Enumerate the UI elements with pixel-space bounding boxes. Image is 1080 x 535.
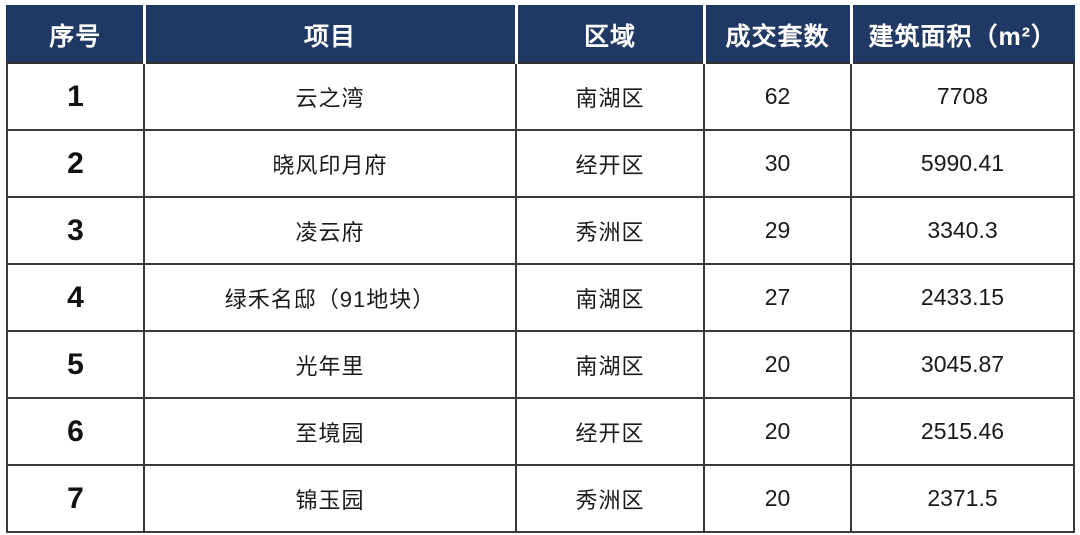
cell-project: 光年里: [143, 330, 517, 399]
cell-area: 3045.87: [850, 330, 1075, 399]
header-cell-district: 区域: [514, 5, 706, 64]
cell-district: 南湖区: [515, 263, 705, 332]
cell-units: 20: [703, 464, 852, 533]
cell-area: 7708: [850, 62, 1075, 131]
cell-area: 3340.3: [850, 196, 1075, 265]
table-row: 1 云之湾 南湖区 62 7708: [6, 62, 1075, 131]
cell-units: 29: [703, 196, 852, 265]
table-row: 2 晓风印月府 经开区 30 5990.41: [6, 129, 1075, 198]
cell-units: 27: [703, 263, 852, 332]
table-row: 4 绿禾名邸（91地块） 南湖区 27 2433.15: [6, 263, 1075, 332]
cell-area: 5990.41: [850, 129, 1075, 198]
cell-units: 20: [703, 330, 852, 399]
header-cell-index: 序号: [6, 5, 146, 64]
table-header: 序号 项目 区域 成交套数 建筑面积（m²）: [6, 5, 1075, 64]
cell-project: 锦玉园: [143, 464, 517, 533]
table-row: 3 凌云府 秀洲区 29 3340.3: [6, 196, 1075, 265]
cell-district: 南湖区: [515, 62, 705, 131]
cell-project: 绿禾名邸（91地块）: [143, 263, 517, 332]
cell-index: 7: [6, 464, 145, 533]
cell-units: 20: [703, 397, 852, 466]
transactions-table: 序号 项目 区域 成交套数 建筑面积（m²） 1 云之湾 南湖区 62 7708…: [6, 5, 1075, 533]
transactions-table-container: 序号 项目 区域 成交套数 建筑面积（m²） 1 云之湾 南湖区 62 7708…: [6, 5, 1075, 533]
header-cell-units: 成交套数: [702, 5, 853, 64]
cell-project: 凌云府: [143, 196, 517, 265]
cell-index: 4: [6, 263, 145, 332]
cell-area: 2515.46: [850, 397, 1075, 466]
cell-district: 秀洲区: [515, 196, 705, 265]
cell-area: 2433.15: [850, 263, 1075, 332]
table-row: 5 光年里 南湖区 20 3045.87: [6, 330, 1075, 399]
table-row: 6 至境园 经开区 20 2515.46: [6, 397, 1075, 466]
cell-district: 秀洲区: [515, 464, 705, 533]
cell-units: 62: [703, 62, 852, 131]
table-body: 1 云之湾 南湖区 62 7708 2 晓风印月府 经开区 30 5990.41…: [6, 62, 1075, 533]
cell-area: 2371.5: [850, 464, 1075, 533]
cell-units: 30: [703, 129, 852, 198]
cell-index: 3: [6, 196, 145, 265]
cell-project: 云之湾: [143, 62, 517, 131]
cell-district: 经开区: [515, 129, 705, 198]
cell-index: 5: [6, 330, 145, 399]
table-row: 7 锦玉园 秀洲区 20 2371.5: [6, 464, 1075, 533]
header-cell-project: 项目: [142, 5, 518, 64]
cell-project: 晓风印月府: [143, 129, 517, 198]
cell-district: 经开区: [515, 397, 705, 466]
header-cell-area: 建筑面积（m²）: [849, 5, 1075, 64]
cell-index: 2: [6, 129, 145, 198]
header-row: 序号 项目 区域 成交套数 建筑面积（m²）: [6, 5, 1075, 64]
cell-project: 至境园: [143, 397, 517, 466]
cell-district: 南湖区: [515, 330, 705, 399]
cell-index: 1: [6, 62, 145, 131]
cell-index: 6: [6, 397, 145, 466]
